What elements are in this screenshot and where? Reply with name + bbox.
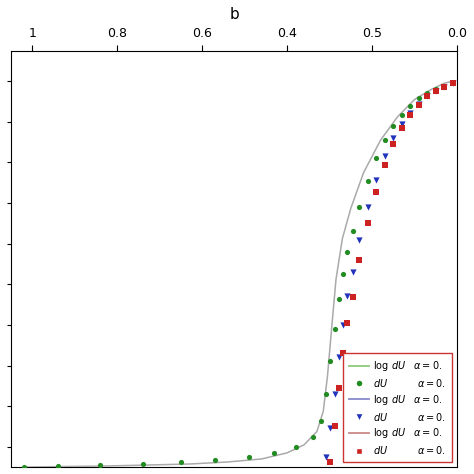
Point [292,443,300,451]
Point [245,453,253,461]
Point [415,95,423,102]
Point [271,449,278,456]
Point [407,109,414,117]
Point [322,390,330,398]
Point [364,177,372,184]
Point [339,321,347,328]
Point [424,90,431,97]
Point [331,390,338,398]
Point [449,80,456,87]
Point [440,83,448,91]
Point [54,462,62,470]
Point [327,358,334,365]
Point [177,458,185,466]
Point [381,162,389,169]
Point [356,256,363,264]
Point [424,92,431,100]
Point [344,292,351,300]
Point [339,349,347,357]
Point [211,456,219,464]
Point [349,294,357,301]
Point [449,80,456,87]
Point [139,460,146,468]
Point [373,176,380,183]
Point [432,85,439,93]
Point [349,268,357,276]
Point [331,325,338,333]
Point [97,461,104,469]
Point [339,270,347,278]
Point [335,384,343,392]
Point [344,248,351,255]
Point [381,153,389,160]
Point [364,219,372,227]
Point [432,88,439,95]
Point [440,83,448,91]
Point [356,236,363,243]
Point [424,92,431,100]
Point [327,458,334,466]
Legend: $\log\,dU$   $\alpha = 0.$, $dU$          $\alpha = 0.$, $\log\,dU$   $\alpha = : $\log\,dU$ $\alpha = 0.$, $dU$ $\alpha =… [343,353,452,462]
Point [349,228,357,235]
X-axis label: b: b [229,7,239,22]
Point [309,433,317,440]
Point [390,140,397,148]
Point [398,124,406,132]
Point [415,100,423,107]
Point [381,136,389,144]
Point [322,453,330,461]
Point [318,418,325,425]
Point [335,296,343,303]
Point [415,100,423,108]
Point [440,82,448,90]
Point [398,111,406,118]
Point [432,88,439,95]
Point [398,120,406,128]
Point [390,134,397,142]
Point [356,203,363,211]
Point [364,203,372,211]
Point [373,155,380,162]
Point [407,111,414,118]
Point [327,425,334,432]
Point [407,102,414,109]
Point [331,423,338,430]
Point [449,80,456,87]
Point [373,188,380,196]
Point [390,122,397,129]
Point [20,463,27,471]
Point [335,354,343,361]
Point [344,319,351,327]
